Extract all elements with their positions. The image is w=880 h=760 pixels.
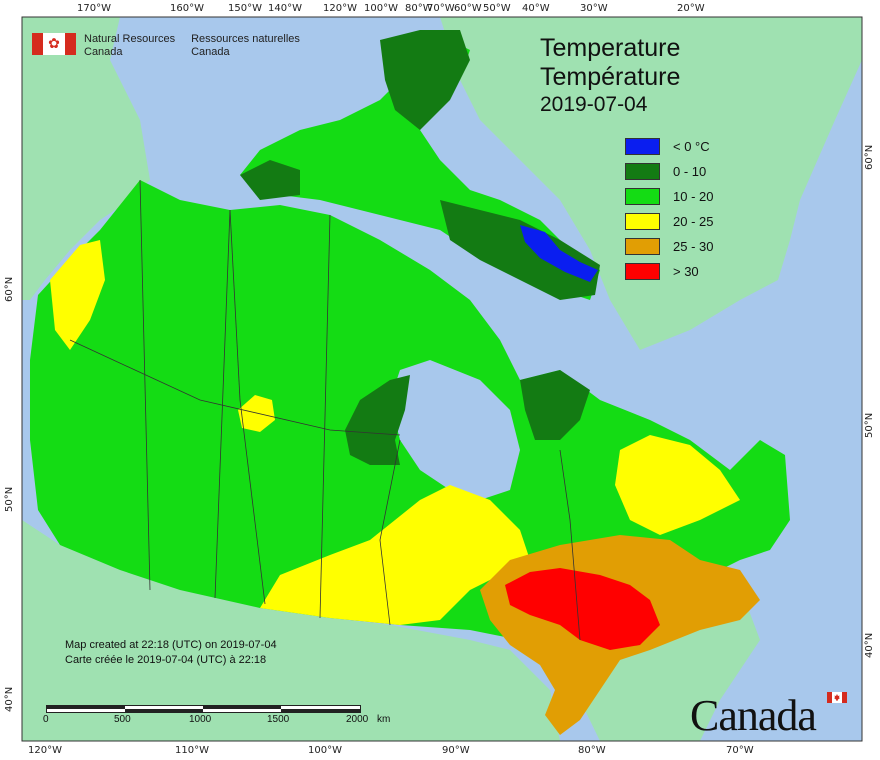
legend-swatch (625, 138, 660, 155)
legend-label: 20 - 25 (673, 214, 714, 229)
graticule-label: 110°W (175, 745, 209, 756)
graticule-label: 50°W (483, 3, 511, 14)
creation-note-en: Map created at 22:18 (UTC) on 2019-07-04 (65, 639, 277, 651)
legend-label: 25 - 30 (673, 239, 714, 254)
scale-bar-graphic (46, 705, 361, 713)
title-fr: Température (540, 63, 681, 91)
united-states-east (580, 600, 760, 741)
map-title: Temperature Température 2019-07-04 (540, 34, 680, 118)
zone-above-30 (505, 568, 660, 650)
graticule-label: 50°N (864, 412, 875, 438)
scale-tick: 1500 (267, 714, 290, 725)
graticule-label: 80°W (405, 3, 433, 14)
scale-tick: 0 (43, 714, 49, 725)
canada-wordmark: Canada (690, 690, 847, 741)
legend: < 0 °C 0 - 10 10 - 20 20 - 25 25 - 30 > … (625, 134, 713, 284)
legend-item: > 30 (625, 259, 713, 284)
scale-tick: 1000 (189, 714, 212, 725)
legend-label: 10 - 20 (673, 189, 714, 204)
canada-flag-icon: ✿ (32, 33, 76, 55)
legend-item: < 0 °C (625, 134, 713, 159)
legend-item: 25 - 30 (625, 234, 713, 259)
zone-0-10-arctic-west (240, 160, 300, 200)
graticule-label: 50°N (4, 486, 15, 512)
zone-0-10-quebec-north (520, 370, 590, 440)
title-en: Temperature (540, 34, 681, 62)
wordmark-flag-icon (827, 692, 847, 703)
org-en-line1: Natural Resources (84, 33, 176, 45)
graticule-label: 40°W (522, 3, 550, 14)
scale-labels: 0 500 1000 1500 2000 km (43, 713, 390, 725)
graticule-label: 40°N (4, 686, 15, 712)
legend-swatch (625, 163, 660, 180)
zone-20-25-bc (50, 240, 105, 350)
org-name-en: Natural Resources Canada (84, 33, 175, 59)
graticule-label: 30°W (580, 3, 608, 14)
scale-bar: 0 500 1000 1500 2000 km (43, 705, 390, 725)
legend-swatch (625, 213, 660, 230)
hudson-bay (390, 360, 520, 500)
nrcan-signature: ✿ Natural Resources Canada Ressources na… (32, 33, 300, 59)
zone-20-25-labrador (615, 435, 740, 535)
org-fr-line1: Ressources naturelles (191, 33, 300, 45)
org-name-fr: Ressources naturelles Canada (191, 33, 300, 59)
graticule-label: 160°W (170, 3, 204, 14)
org-en-line2: Canada (84, 46, 123, 58)
legend-label: 0 - 10 (673, 164, 707, 179)
scale-tick: 500 (114, 714, 131, 725)
legend-label: > 30 (673, 264, 699, 279)
graticule-label: 80°W (578, 745, 606, 756)
graticule-label: 100°W (364, 3, 398, 14)
creation-note: Map created at 22:18 (UTC) on 2019-07-04… (65, 638, 277, 668)
graticule-label: 140°W (268, 3, 302, 14)
map-frame (21, 16, 863, 742)
greenland (440, 17, 862, 350)
zone-20-25-lake (238, 395, 275, 432)
zone-0-10-ellesmere (380, 30, 470, 130)
legend-item: 0 - 10 (625, 159, 713, 184)
graticule-label: 170°W (77, 3, 111, 14)
graticule-label: 20°W (677, 3, 705, 14)
graticule-label: 40°N (864, 632, 875, 658)
legend-swatch (625, 188, 660, 205)
org-fr-line2: Canada (191, 46, 230, 58)
provincial-borders (69, 179, 581, 641)
united-states (22, 520, 560, 741)
graticule-label: 120°W (28, 745, 62, 756)
legend-label: < 0 °C (673, 139, 710, 154)
graticule-label: 70°W (427, 3, 455, 14)
legend-swatch (625, 263, 660, 280)
graticule-label: 120°W (323, 3, 357, 14)
wordmark-text: Canada (690, 691, 817, 740)
graticule-label: 60°N (4, 276, 15, 302)
graticule-label: 70°W (726, 745, 754, 756)
graticule-label: 60°W (454, 3, 482, 14)
zone-below-0 (520, 225, 598, 282)
zone-0-10-hudson-west (345, 375, 410, 465)
graticule-label: 90°W (442, 745, 470, 756)
legend-item: 20 - 25 (625, 209, 713, 234)
graticule-label: 150°W (228, 3, 262, 14)
graticule-label: 100°W (308, 745, 342, 756)
scale-unit: km (377, 714, 391, 725)
zone-0-10-baffin (440, 200, 600, 300)
title-date: 2019-07-04 (540, 93, 648, 116)
alaska (22, 17, 150, 300)
scale-tick: 2000 (346, 714, 369, 725)
legend-swatch (625, 238, 660, 255)
legend-item: 10 - 20 (625, 184, 713, 209)
graticule-label: 60°N (864, 144, 875, 170)
zone-20-25-prairie (260, 485, 530, 625)
creation-note-fr: Carte créée le 2019-07-04 (UTC) à 22:18 (65, 654, 267, 666)
